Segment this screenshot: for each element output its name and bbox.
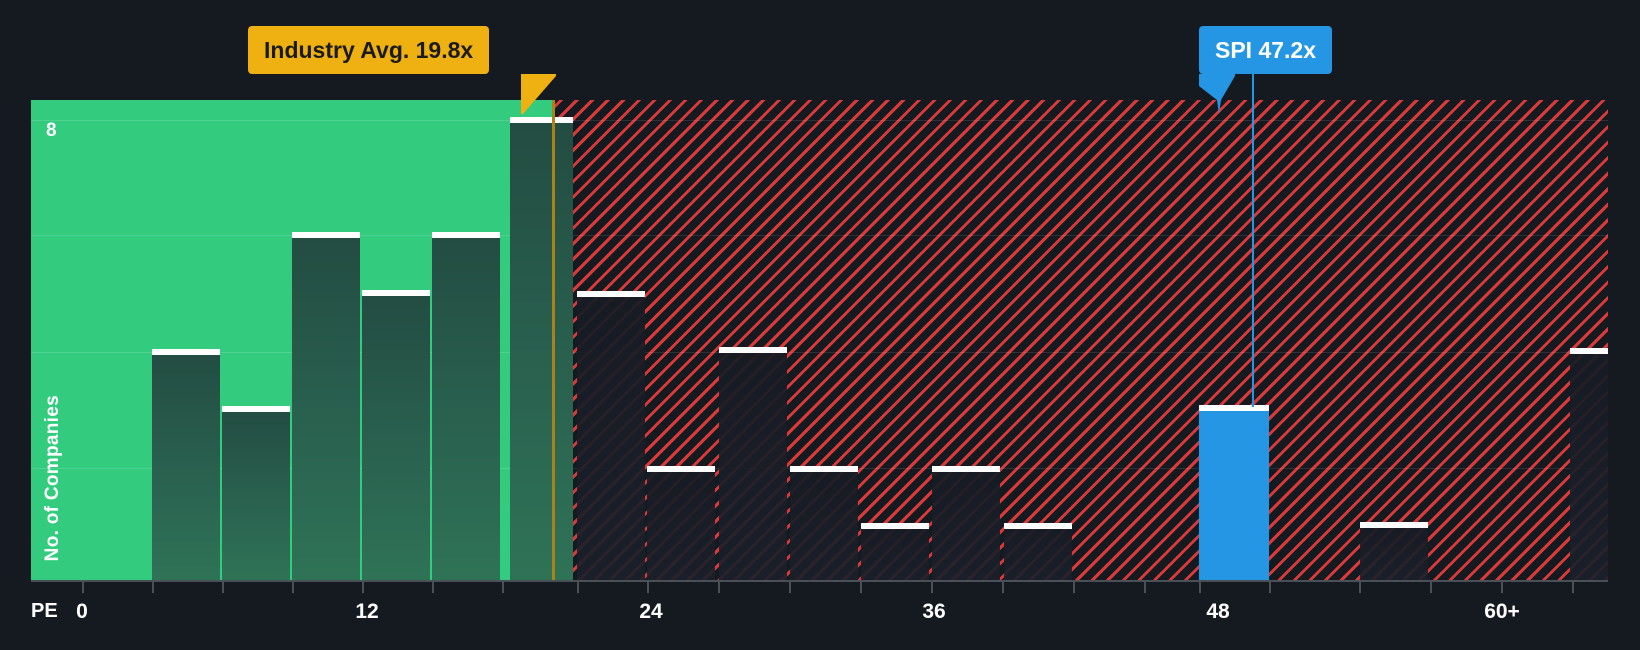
bar-cap	[1360, 522, 1428, 528]
table-row[interactable]	[861, 523, 929, 580]
bar-fill	[1570, 348, 1608, 580]
industry-average-line	[552, 100, 555, 580]
table-row[interactable]	[1570, 348, 1608, 580]
gridline	[553, 120, 1608, 121]
x-axis-tick	[502, 582, 504, 593]
bar-fill	[362, 290, 430, 580]
table-row[interactable]	[719, 347, 787, 580]
x-axis-tick	[1501, 582, 1503, 593]
spi-callout[interactable]: SPI 47.2x	[1199, 26, 1333, 74]
table-row[interactable]	[292, 232, 360, 580]
bar-cap	[577, 291, 645, 297]
x-axis-tick	[432, 582, 434, 593]
gridline	[553, 352, 1608, 353]
bar-cap	[292, 232, 360, 238]
industry-average-callout[interactable]: Industry Avg. 19.8x	[248, 26, 490, 74]
bar-cap	[510, 117, 573, 123]
bar-cap	[1004, 523, 1072, 529]
x-axis-tick	[1269, 582, 1271, 593]
x-axis-tick	[1572, 582, 1574, 593]
spi-leader-line	[1252, 74, 1254, 104]
bar-fill	[432, 232, 500, 580]
bar-fill	[790, 466, 858, 580]
industry-average-callout-tail	[521, 74, 556, 114]
table-row[interactable]	[1360, 522, 1428, 580]
x-axis-tick-label: 48	[1206, 600, 1230, 623]
x-axis-tick	[577, 582, 579, 593]
x-axis-tick	[1002, 582, 1004, 593]
bar-cap	[222, 406, 290, 412]
x-axis-tick	[1359, 582, 1361, 593]
x-axis-title: PE	[31, 600, 58, 622]
x-axis-tick	[1430, 582, 1432, 593]
table-row[interactable]	[1004, 523, 1072, 580]
x-axis-tick-label: 60+	[1484, 600, 1520, 623]
table-row[interactable]	[432, 232, 500, 580]
table-row[interactable]	[647, 466, 715, 580]
bar-fill	[719, 347, 787, 580]
spi-line	[1252, 100, 1254, 407]
gridline	[553, 468, 1608, 469]
table-row[interactable]	[510, 117, 573, 580]
table-row[interactable]	[932, 466, 1000, 580]
bar-fill	[647, 466, 715, 580]
bar-cap	[932, 466, 1000, 472]
bar-fill	[222, 406, 290, 580]
bar-fill	[1199, 405, 1269, 580]
x-axis-tick	[1073, 582, 1075, 593]
bar-cap	[790, 466, 858, 472]
bar-fill	[292, 232, 360, 580]
x-axis-tick	[82, 582, 84, 593]
table-row[interactable]	[362, 290, 430, 580]
x-axis-tick	[362, 582, 364, 593]
y-axis-label: No. of Companies	[42, 395, 63, 562]
x-axis-tick	[860, 582, 862, 593]
x-axis-tick	[931, 582, 933, 593]
bar-fill	[577, 291, 645, 580]
x-axis-tick	[152, 582, 154, 593]
plot-area	[31, 100, 1608, 580]
y-axis-max-label: 8	[46, 120, 57, 141]
bar-fill	[861, 523, 929, 580]
table-row[interactable]	[152, 349, 220, 580]
x-axis-tick	[718, 582, 720, 593]
table-row[interactable]	[577, 291, 645, 580]
bar-cap	[1570, 348, 1608, 354]
bar-cap	[647, 466, 715, 472]
gridline	[31, 120, 553, 121]
bar-fill	[1360, 522, 1428, 580]
x-axis-tick	[647, 582, 649, 593]
x-axis-tick	[1199, 582, 1201, 593]
x-axis-tick	[292, 582, 294, 593]
bar-cap	[1199, 405, 1269, 411]
table-row[interactable]	[790, 466, 858, 580]
bar-cap	[152, 349, 220, 355]
bar-cap	[719, 347, 787, 353]
spi-callout-label: SPI 47.2x	[1215, 37, 1317, 63]
bar-cap	[432, 232, 500, 238]
x-axis-tick	[1144, 582, 1146, 593]
bar-fill	[1004, 523, 1072, 580]
x-axis-tick-label: 0	[76, 600, 88, 623]
gridline	[553, 235, 1608, 236]
industry-average-callout-label: Industry Avg. 19.8x	[264, 37, 474, 63]
x-axis-tick-label: 36	[922, 600, 946, 623]
x-axis-tick-label: 12	[355, 600, 379, 623]
bar-cap	[861, 523, 929, 529]
bar-fill	[510, 117, 573, 580]
bar-fill	[932, 466, 1000, 580]
x-axis-tick	[222, 582, 224, 593]
x-axis-tick	[789, 582, 791, 593]
bar-fill	[152, 349, 220, 580]
bar-cap	[362, 290, 430, 296]
x-axis-tick-label: 24	[639, 600, 663, 623]
spi-callout-tail	[1199, 74, 1235, 114]
spi-bar[interactable]	[1199, 405, 1269, 580]
table-row[interactable]	[222, 406, 290, 580]
x-axis-line	[31, 580, 1608, 582]
